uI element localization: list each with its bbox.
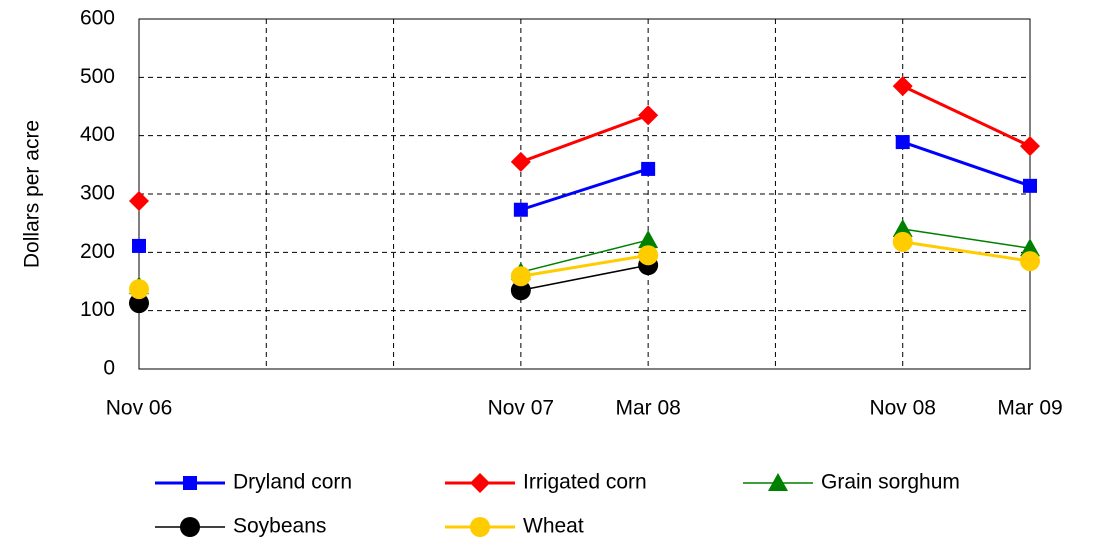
legend-marker xyxy=(470,473,490,493)
legend-label: Irrigated corn xyxy=(523,471,647,494)
legend-marker xyxy=(180,517,200,537)
marker xyxy=(510,266,531,287)
series-line xyxy=(520,140,1031,212)
legend-label: Soybeans xyxy=(233,515,326,538)
x-tick-label: Nov 07 xyxy=(488,397,555,420)
y-tick-label: 300 xyxy=(80,182,115,205)
y-tick-label: 400 xyxy=(80,123,115,146)
marker xyxy=(638,245,659,266)
marker xyxy=(1023,178,1037,193)
marker xyxy=(132,238,146,253)
y-tick-label: 500 xyxy=(80,65,115,88)
legend-marker xyxy=(768,473,788,491)
marker xyxy=(129,279,149,300)
marker xyxy=(638,230,659,249)
x-tick-label: Nov 06 xyxy=(106,397,173,420)
marker xyxy=(510,151,531,172)
legend-label: Grain sorghum xyxy=(821,471,960,494)
y-tick-label: 200 xyxy=(80,240,115,263)
legend-label: Wheat xyxy=(523,515,584,538)
x-tick-label: Mar 08 xyxy=(615,397,680,420)
marker xyxy=(129,293,149,314)
y-tick-label: 600 xyxy=(80,7,115,30)
series-line xyxy=(520,84,1031,164)
legend-marker xyxy=(470,517,490,537)
marker xyxy=(638,105,659,126)
marker xyxy=(513,202,528,217)
legend-marker xyxy=(183,476,197,490)
x-tick-label: Mar 09 xyxy=(997,397,1062,420)
y-tick-label: 0 xyxy=(103,357,115,380)
legend-label: Dryland corn xyxy=(233,471,352,494)
y-axis-label: Dollars per acre xyxy=(21,120,44,268)
marker xyxy=(1020,238,1040,257)
marker xyxy=(510,280,531,301)
marker xyxy=(892,76,913,97)
series-line xyxy=(520,240,1031,278)
marker xyxy=(129,191,149,211)
marker xyxy=(1020,136,1040,157)
marker xyxy=(892,219,913,237)
y-tick-label: 100 xyxy=(80,298,115,321)
series-line xyxy=(520,228,1031,273)
marker xyxy=(892,231,913,252)
marker xyxy=(1020,251,1040,272)
marker xyxy=(895,135,910,150)
series-line xyxy=(520,264,649,291)
marker xyxy=(641,161,656,176)
x-tick-label: Nov 08 xyxy=(869,397,936,420)
